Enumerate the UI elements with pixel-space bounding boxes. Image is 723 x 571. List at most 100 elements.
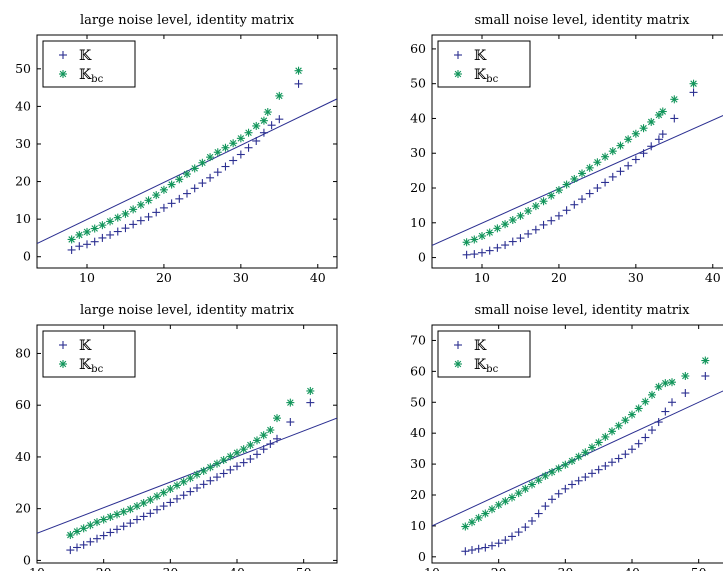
y-tick-label: 60 bbox=[410, 41, 426, 56]
y-tick-label: 10 bbox=[410, 518, 426, 533]
data-point-asterisk-d2 bbox=[264, 108, 272, 116]
data-point-plus bbox=[206, 173, 215, 182]
legend-label-k: 𝕂 bbox=[474, 338, 487, 354]
data-point-asterisk-d2 bbox=[662, 379, 669, 387]
data-point-asterisk-d2 bbox=[475, 514, 482, 522]
data-point-asterisk-d2 bbox=[173, 482, 181, 489]
data-point-plus bbox=[113, 227, 122, 236]
data-point-asterisk-d2 bbox=[522, 485, 529, 493]
data-point-asterisk bbox=[273, 414, 281, 423]
legend-marker-kbc-d2 bbox=[454, 360, 462, 368]
data-point-asterisk-d2 bbox=[478, 232, 486, 240]
data-point-asterisk-d2 bbox=[80, 525, 87, 532]
data-point-asterisk bbox=[213, 148, 222, 157]
data-point-plus bbox=[144, 212, 153, 221]
data-point-asterisk bbox=[167, 180, 176, 189]
data-point-asterisk bbox=[152, 191, 161, 200]
data-point-asterisk bbox=[106, 217, 115, 226]
legend-marker-k bbox=[454, 51, 462, 59]
data-point-plus bbox=[173, 494, 181, 503]
data-point-asterisk bbox=[508, 493, 516, 502]
data-point-asterisk bbox=[585, 163, 594, 172]
data-point-asterisk bbox=[539, 197, 548, 206]
y-tick-label: 50 bbox=[15, 61, 31, 76]
data-point-asterisk bbox=[470, 235, 479, 244]
data-point-asterisk-d2 bbox=[267, 426, 274, 434]
data-point-plus bbox=[654, 418, 663, 427]
data-point-asterisk-d2 bbox=[87, 521, 94, 529]
panel-title: small noise level, identity matrix bbox=[475, 13, 691, 28]
data-point-asterisk bbox=[244, 128, 253, 137]
data-point-plus bbox=[514, 528, 523, 537]
data-point-plus bbox=[581, 473, 590, 482]
data-point-plus bbox=[554, 211, 563, 220]
data-point-asterisk-d2 bbox=[213, 460, 221, 467]
data-point-asterisk-d2 bbox=[91, 225, 98, 232]
data-point-asterisk-d2 bbox=[193, 471, 201, 478]
x-tick-label: 30 bbox=[557, 565, 573, 571]
data-point-plus bbox=[90, 237, 99, 246]
data-point-asterisk bbox=[129, 205, 138, 214]
x-tick-label: 40 bbox=[310, 270, 326, 285]
data-point-asterisk bbox=[531, 202, 540, 211]
data-point-plus bbox=[152, 208, 161, 217]
y-tick-label: 20 bbox=[410, 180, 426, 195]
data-point-plus bbox=[273, 434, 281, 443]
data-point-asterisk-d2 bbox=[468, 518, 476, 526]
data-point-plus bbox=[179, 491, 188, 500]
data-point-asterisk-d2 bbox=[563, 181, 570, 188]
x-tick-label: 50 bbox=[691, 565, 707, 571]
data-point-plus bbox=[614, 454, 623, 463]
data-point-plus bbox=[98, 233, 107, 242]
data-point-asterisk-d2 bbox=[547, 192, 555, 199]
data-point-asterisk bbox=[219, 456, 228, 465]
data-point-asterisk bbox=[236, 134, 245, 143]
data-point-asterisk bbox=[481, 509, 490, 518]
data-point-asterisk-d2 bbox=[655, 383, 662, 391]
data-point-asterisk-d2 bbox=[120, 508, 127, 516]
series-asterisk bbox=[462, 79, 698, 247]
data-point-asterisk bbox=[668, 378, 676, 387]
data-point-asterisk bbox=[99, 515, 108, 524]
data-point-plus bbox=[641, 433, 650, 442]
data-point-plus bbox=[658, 130, 667, 139]
data-point-asterisk bbox=[631, 129, 640, 138]
data-point-plus bbox=[639, 149, 648, 158]
data-point-plus bbox=[488, 541, 496, 550]
legend-box bbox=[437, 40, 531, 88]
data-point-asterisk-d2 bbox=[622, 416, 629, 424]
y-tick-label: 60 bbox=[15, 397, 31, 412]
data-point-asterisk-d2 bbox=[137, 201, 145, 209]
data-point-plus bbox=[578, 195, 586, 204]
data-point-asterisk-d2 bbox=[702, 357, 709, 364]
data-point-plus bbox=[689, 88, 698, 97]
data-point-plus bbox=[608, 458, 616, 467]
data-point-asterisk bbox=[252, 121, 261, 130]
data-point-asterisk-d2 bbox=[222, 144, 229, 152]
data-point-asterisk-d2 bbox=[206, 153, 214, 161]
data-point-plus bbox=[608, 172, 617, 181]
plot-area bbox=[37, 386, 337, 555]
data-point-plus bbox=[541, 502, 550, 511]
series-plus bbox=[461, 372, 710, 556]
data-point-plus bbox=[494, 539, 503, 548]
data-point-plus bbox=[246, 455, 255, 464]
data-point-asterisk-d2 bbox=[668, 378, 676, 386]
data-point-asterisk bbox=[166, 485, 175, 494]
data-point-asterisk bbox=[159, 185, 168, 194]
data-point-plus bbox=[252, 136, 261, 145]
data-point-plus bbox=[167, 199, 176, 208]
data-point-asterisk bbox=[689, 79, 698, 88]
data-point-asterisk-d2 bbox=[114, 214, 122, 221]
data-point-asterisk-d2 bbox=[113, 511, 121, 518]
data-point-plus bbox=[153, 505, 161, 514]
data-point-asterisk-d2 bbox=[690, 80, 697, 87]
data-point-asterisk bbox=[568, 457, 576, 465]
data-point-asterisk-d2 bbox=[76, 231, 83, 239]
data-point-plus bbox=[461, 547, 470, 556]
data-point-asterisk bbox=[534, 476, 543, 485]
data-point-asterisk-d2 bbox=[260, 117, 268, 124]
data-point-asterisk-d2 bbox=[127, 505, 134, 513]
legend-label-kbc-subscript: bc bbox=[91, 364, 103, 375]
